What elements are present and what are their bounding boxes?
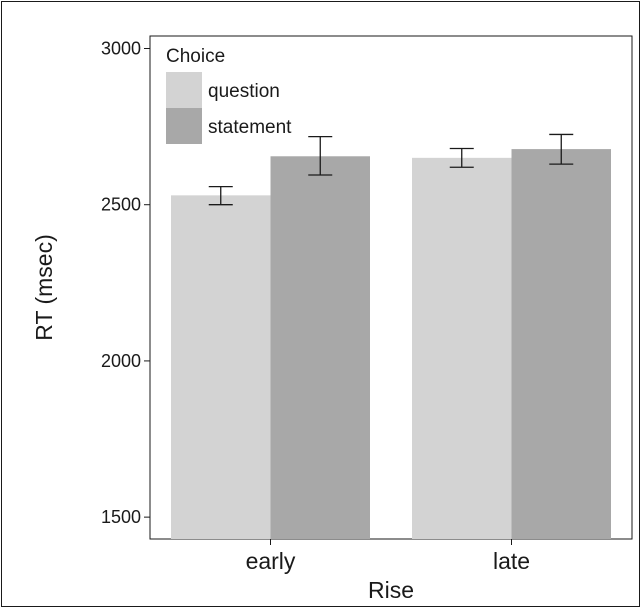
- legend-key-statement: [166, 108, 202, 144]
- x-tick-label: early: [246, 548, 296, 574]
- y-tick-label: 2500: [101, 195, 141, 215]
- legend-key-question: [166, 72, 202, 108]
- y-tick-label: 1500: [101, 507, 141, 527]
- y-tick-label: 2000: [101, 351, 141, 371]
- error-bars: [208, 133, 574, 206]
- error-bar-question-late: [449, 147, 474, 168]
- error-bar-question-early: [208, 185, 233, 206]
- bar-question-late: [412, 157, 512, 539]
- x-axis: early late: [246, 539, 530, 574]
- bar-statement-late: [511, 149, 611, 539]
- bar-statement-early: [270, 156, 370, 540]
- y-axis: 1500 2000 2500 3000: [101, 38, 150, 527]
- legend-title: Choice: [166, 46, 225, 67]
- legend-label-question: question: [208, 81, 280, 102]
- y-tick-label: 3000: [101, 38, 141, 58]
- bars: [171, 149, 611, 540]
- error-bar-statement-early: [308, 135, 333, 176]
- legend: Choice question statement: [166, 46, 292, 144]
- error-bar-statement-late: [549, 133, 574, 165]
- x-axis-title: Rise: [368, 577, 414, 603]
- y-axis-title: RT (msec): [31, 234, 57, 341]
- plot-panel: [149, 35, 633, 540]
- bar-question-early: [171, 195, 271, 540]
- legend-label-statement: statement: [208, 117, 292, 138]
- x-tick-label: late: [493, 548, 530, 574]
